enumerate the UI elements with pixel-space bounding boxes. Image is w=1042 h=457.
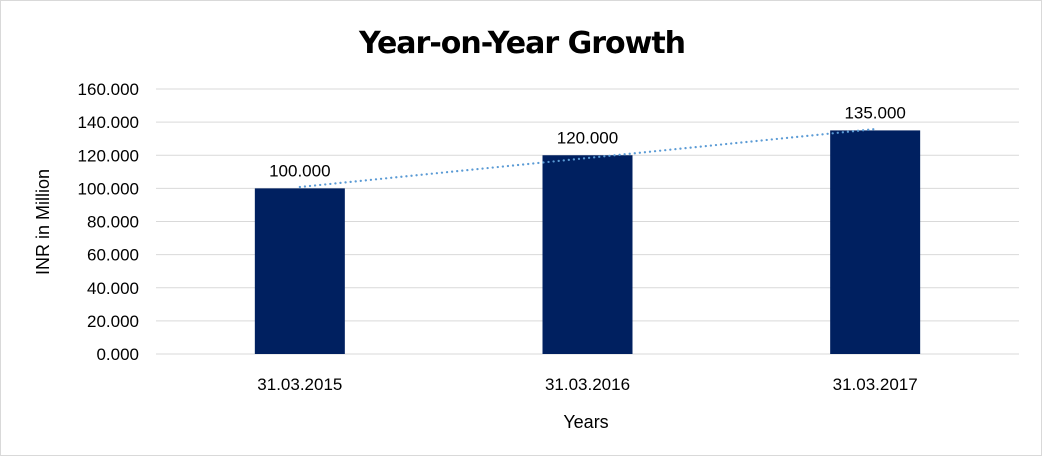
y-axis-label: INR in Million	[33, 169, 53, 275]
bar	[830, 130, 921, 354]
chart-title: Year-on-Year Growth	[358, 26, 685, 61]
data-label: 100.000	[269, 161, 330, 180]
y-tick-label: 60.000	[87, 246, 139, 265]
y-tick-label: 80.000	[87, 213, 139, 232]
y-tick-label: 0.000	[96, 345, 139, 364]
y-tick-label: 20.000	[87, 312, 139, 331]
bar	[542, 155, 633, 354]
data-label: 120.000	[557, 128, 618, 147]
y-tick-label: 100.000	[78, 179, 139, 198]
y-tick-label: 40.000	[87, 279, 139, 298]
x-tick-label: 31.03.2016	[545, 375, 630, 394]
y-tick-label: 160.000	[78, 80, 139, 99]
x-tick-label: 31.03.2017	[833, 375, 918, 394]
data-label: 135.000	[844, 103, 905, 122]
bar	[254, 188, 345, 354]
y-tick-label: 120.000	[78, 146, 139, 165]
x-tick-label: 31.03.2015	[257, 375, 342, 394]
trendline	[298, 127, 877, 189]
x-axis-label: Years	[563, 412, 608, 432]
y-tick-label: 140.000	[78, 113, 139, 132]
